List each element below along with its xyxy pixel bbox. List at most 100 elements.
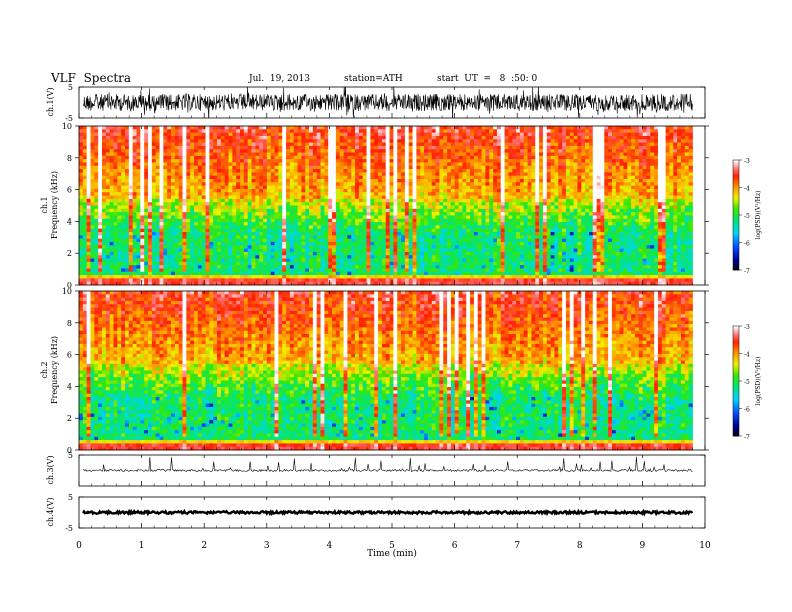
ch1-spectrogram-cell xyxy=(454,215,459,220)
ch1-spectrogram-cell xyxy=(167,268,172,273)
ch1-spectrogram-cell xyxy=(240,248,245,253)
ch1-spectrogram-cell xyxy=(243,215,249,220)
ch1-spectrogram-cell xyxy=(385,149,390,153)
ch1-spectrogram-cell xyxy=(79,175,84,180)
ch1-spectrogram-cell xyxy=(397,182,402,187)
ch1-spectrogram-cell xyxy=(228,238,233,243)
ch1-spectrogram-cell xyxy=(339,195,344,200)
ch1-spectrogram-cell xyxy=(408,212,413,216)
ch1-spectrogram-cell xyxy=(370,182,375,187)
ch1-spectrogram-cell xyxy=(148,139,153,143)
ch1-spectrogram-cell xyxy=(301,188,306,193)
ch1-spectrogram-cell xyxy=(186,152,191,157)
ch1-spectrogram-cell xyxy=(458,235,463,240)
ch1-spectrogram-cell xyxy=(404,218,410,223)
ch1-spectrogram-cell xyxy=(121,281,126,286)
ch1-spectrogram-cell xyxy=(366,165,371,170)
ch1-spectrogram-cell xyxy=(86,275,91,279)
ch1-spectrogram-cell xyxy=(194,265,199,269)
ch1-spectrogram-cell xyxy=(427,238,433,243)
ch1-spectrogram-cell xyxy=(251,208,256,213)
ch1-spectrogram-cell xyxy=(286,135,291,140)
ch1-spectrogram-cell xyxy=(259,182,264,187)
ch1-spectrogram-cell xyxy=(305,212,310,216)
ch1-spectrogram-cell xyxy=(462,188,467,193)
ch1-spectrogram-cell xyxy=(466,188,471,193)
ch1-spectrogram-cell xyxy=(458,275,463,279)
ch1-spectrogram-cell xyxy=(121,126,126,130)
ch1-spectrogram-cell xyxy=(232,238,237,243)
ch1-spectrogram-cell xyxy=(466,258,471,263)
ch1-spectrogram-cell xyxy=(385,248,390,253)
ch1-spectrogram-cell xyxy=(155,129,160,134)
ch1-spectrogram-cell xyxy=(358,139,364,143)
ch1-spectrogram-cell xyxy=(358,275,364,279)
ch1-spectrogram-cell xyxy=(171,188,176,193)
ch1-spectrogram-cell xyxy=(374,135,379,140)
ch1-spectrogram-cell xyxy=(167,155,172,160)
ch1-spectrogram-cell xyxy=(412,185,417,190)
ch1-spectrogram-cell xyxy=(197,238,203,243)
ch1-spectrogram-cell xyxy=(312,188,318,193)
ch1-spectrogram-cell xyxy=(324,265,329,269)
ch1-spectrogram-cell xyxy=(128,135,134,140)
ch1-spectrogram-cell xyxy=(90,179,95,183)
ch1-spectrogram-cell xyxy=(105,165,111,170)
ch1-spectrogram-cell xyxy=(263,198,268,203)
ch1-spectrogram-cell xyxy=(305,241,310,246)
ch1-spectrogram-cell xyxy=(94,165,99,170)
ch1-spectrogram-cell xyxy=(362,155,367,160)
ch1-spectrogram-cell xyxy=(144,265,149,269)
ch1-spectrogram-cell xyxy=(259,238,264,243)
ch1-spectrogram-cell xyxy=(378,172,383,177)
ch1-spectrogram-cell xyxy=(312,205,318,210)
ch1-spectrogram-cell xyxy=(247,132,252,137)
ch1-spectrogram-cell xyxy=(220,142,226,147)
ch1-spectrogram-cell xyxy=(289,271,295,276)
ch1-spectrogram-cell xyxy=(301,278,306,283)
ch1-spectrogram-cell xyxy=(397,152,402,157)
ch1-spectrogram-cell xyxy=(102,278,107,283)
ch1-spectrogram-cell xyxy=(205,202,210,206)
ch1-spectrogram-cell xyxy=(220,132,226,137)
ch1-spectrogram-cell xyxy=(450,139,456,143)
ch1-spectrogram-cell xyxy=(178,192,183,196)
ch1-spectrogram-cell xyxy=(431,208,436,213)
ch1-spectrogram-cell xyxy=(408,268,413,273)
ch1-spectrogram-cell xyxy=(121,275,126,279)
ch1-spectrogram-cell xyxy=(266,185,272,190)
ch1-spectrogram-cell xyxy=(416,188,421,193)
ch1-spectrogram-cell xyxy=(236,192,241,196)
ch1-spectrogram-cell xyxy=(174,251,180,256)
ch1-spectrogram-cell xyxy=(278,225,283,230)
ch1-spectrogram-cell xyxy=(343,145,348,150)
ch1-spectrogram-cell xyxy=(473,245,479,249)
ch1-spectrogram-cell xyxy=(105,126,111,130)
ch1-spectrogram-cell xyxy=(366,218,371,223)
ch1-spectrogram-cell xyxy=(450,198,456,203)
ch1-spectrogram-cell xyxy=(213,142,218,147)
ch1-spectrogram-cell xyxy=(263,195,268,200)
ch1-spectrogram-cell xyxy=(182,149,187,153)
ch1-spectrogram-cell xyxy=(347,251,352,256)
ch1-spectrogram-cell xyxy=(274,251,279,256)
ch1-spectrogram-cell xyxy=(98,135,103,140)
ch1-spectrogram-cell xyxy=(94,215,99,220)
ch1-spectrogram-cell xyxy=(347,142,352,147)
ch1-spectrogram-cell xyxy=(224,172,229,177)
ch1-spectrogram-cell xyxy=(174,261,180,266)
ch1-spectrogram-cell xyxy=(351,268,356,273)
ch1-spectrogram-cell xyxy=(178,135,183,140)
ch1-spectrogram-cell xyxy=(297,129,302,134)
ch1-spectrogram-cell xyxy=(297,205,302,210)
ch1-spectrogram-cell xyxy=(339,175,344,180)
ch1-spectrogram-cell xyxy=(232,172,237,177)
ch1-spectrogram-cell xyxy=(266,205,272,210)
ch1-spectrogram-cell xyxy=(240,162,245,167)
ch1-spectrogram-cell xyxy=(148,179,153,183)
ch1-spectrogram-cell xyxy=(263,162,268,167)
ch1-spectrogram-cell xyxy=(102,202,107,206)
ch1-spectrogram-cell xyxy=(182,155,187,160)
ch1-spectrogram-cell xyxy=(286,268,291,273)
ch1-spectrogram-cell xyxy=(117,192,122,196)
